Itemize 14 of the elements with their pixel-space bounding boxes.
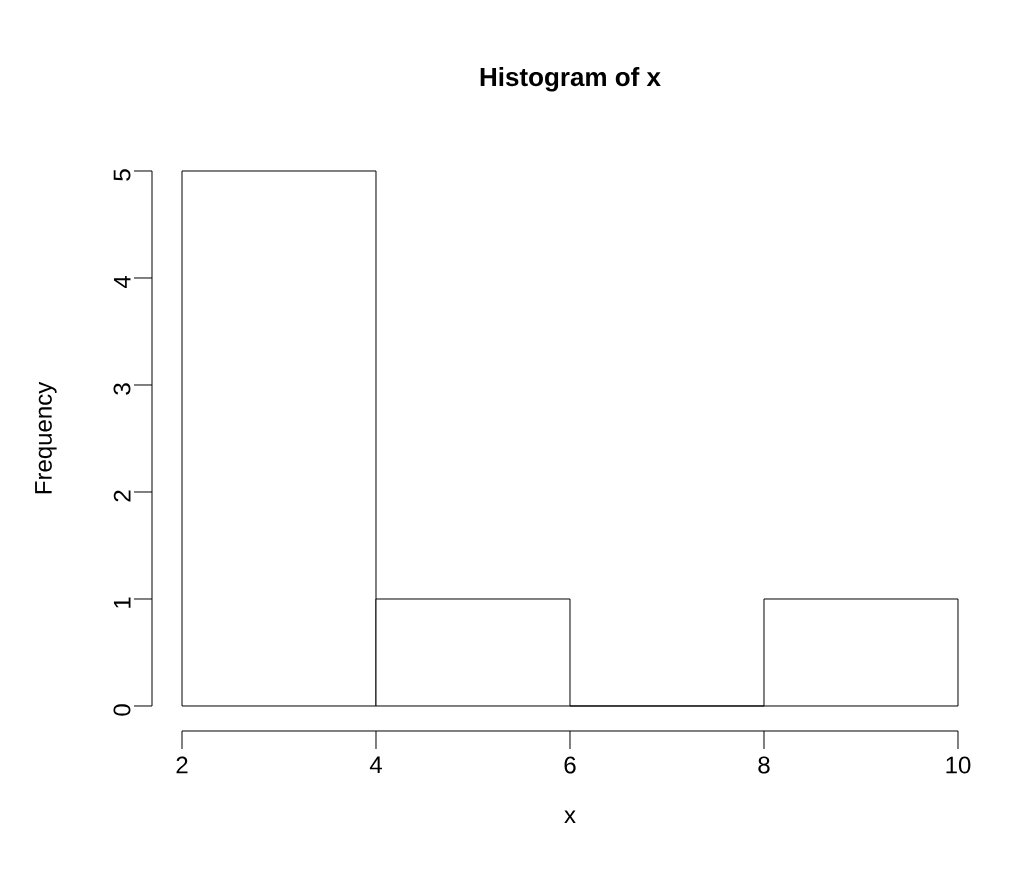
x-tick-label: 10 xyxy=(946,756,971,774)
x-tick-label: 6 xyxy=(564,756,576,774)
x-tick-label: 8 xyxy=(758,756,770,774)
x-tick-label: 4 xyxy=(369,756,382,774)
y-tick-label: 0 xyxy=(113,704,131,716)
y-tick-label: 4 xyxy=(113,276,131,289)
y-tick-label: 2 xyxy=(113,490,131,502)
chart-title: Histogram of x xyxy=(480,67,661,92)
y-tick-label: 5 xyxy=(113,169,131,181)
y-tick-label: 1 xyxy=(113,597,131,608)
x-tick-label: 2 xyxy=(176,756,188,774)
y-tick-label: 3 xyxy=(113,383,131,395)
y-axis-title: Frequency xyxy=(35,381,57,494)
x-axis-title: x xyxy=(564,810,576,824)
